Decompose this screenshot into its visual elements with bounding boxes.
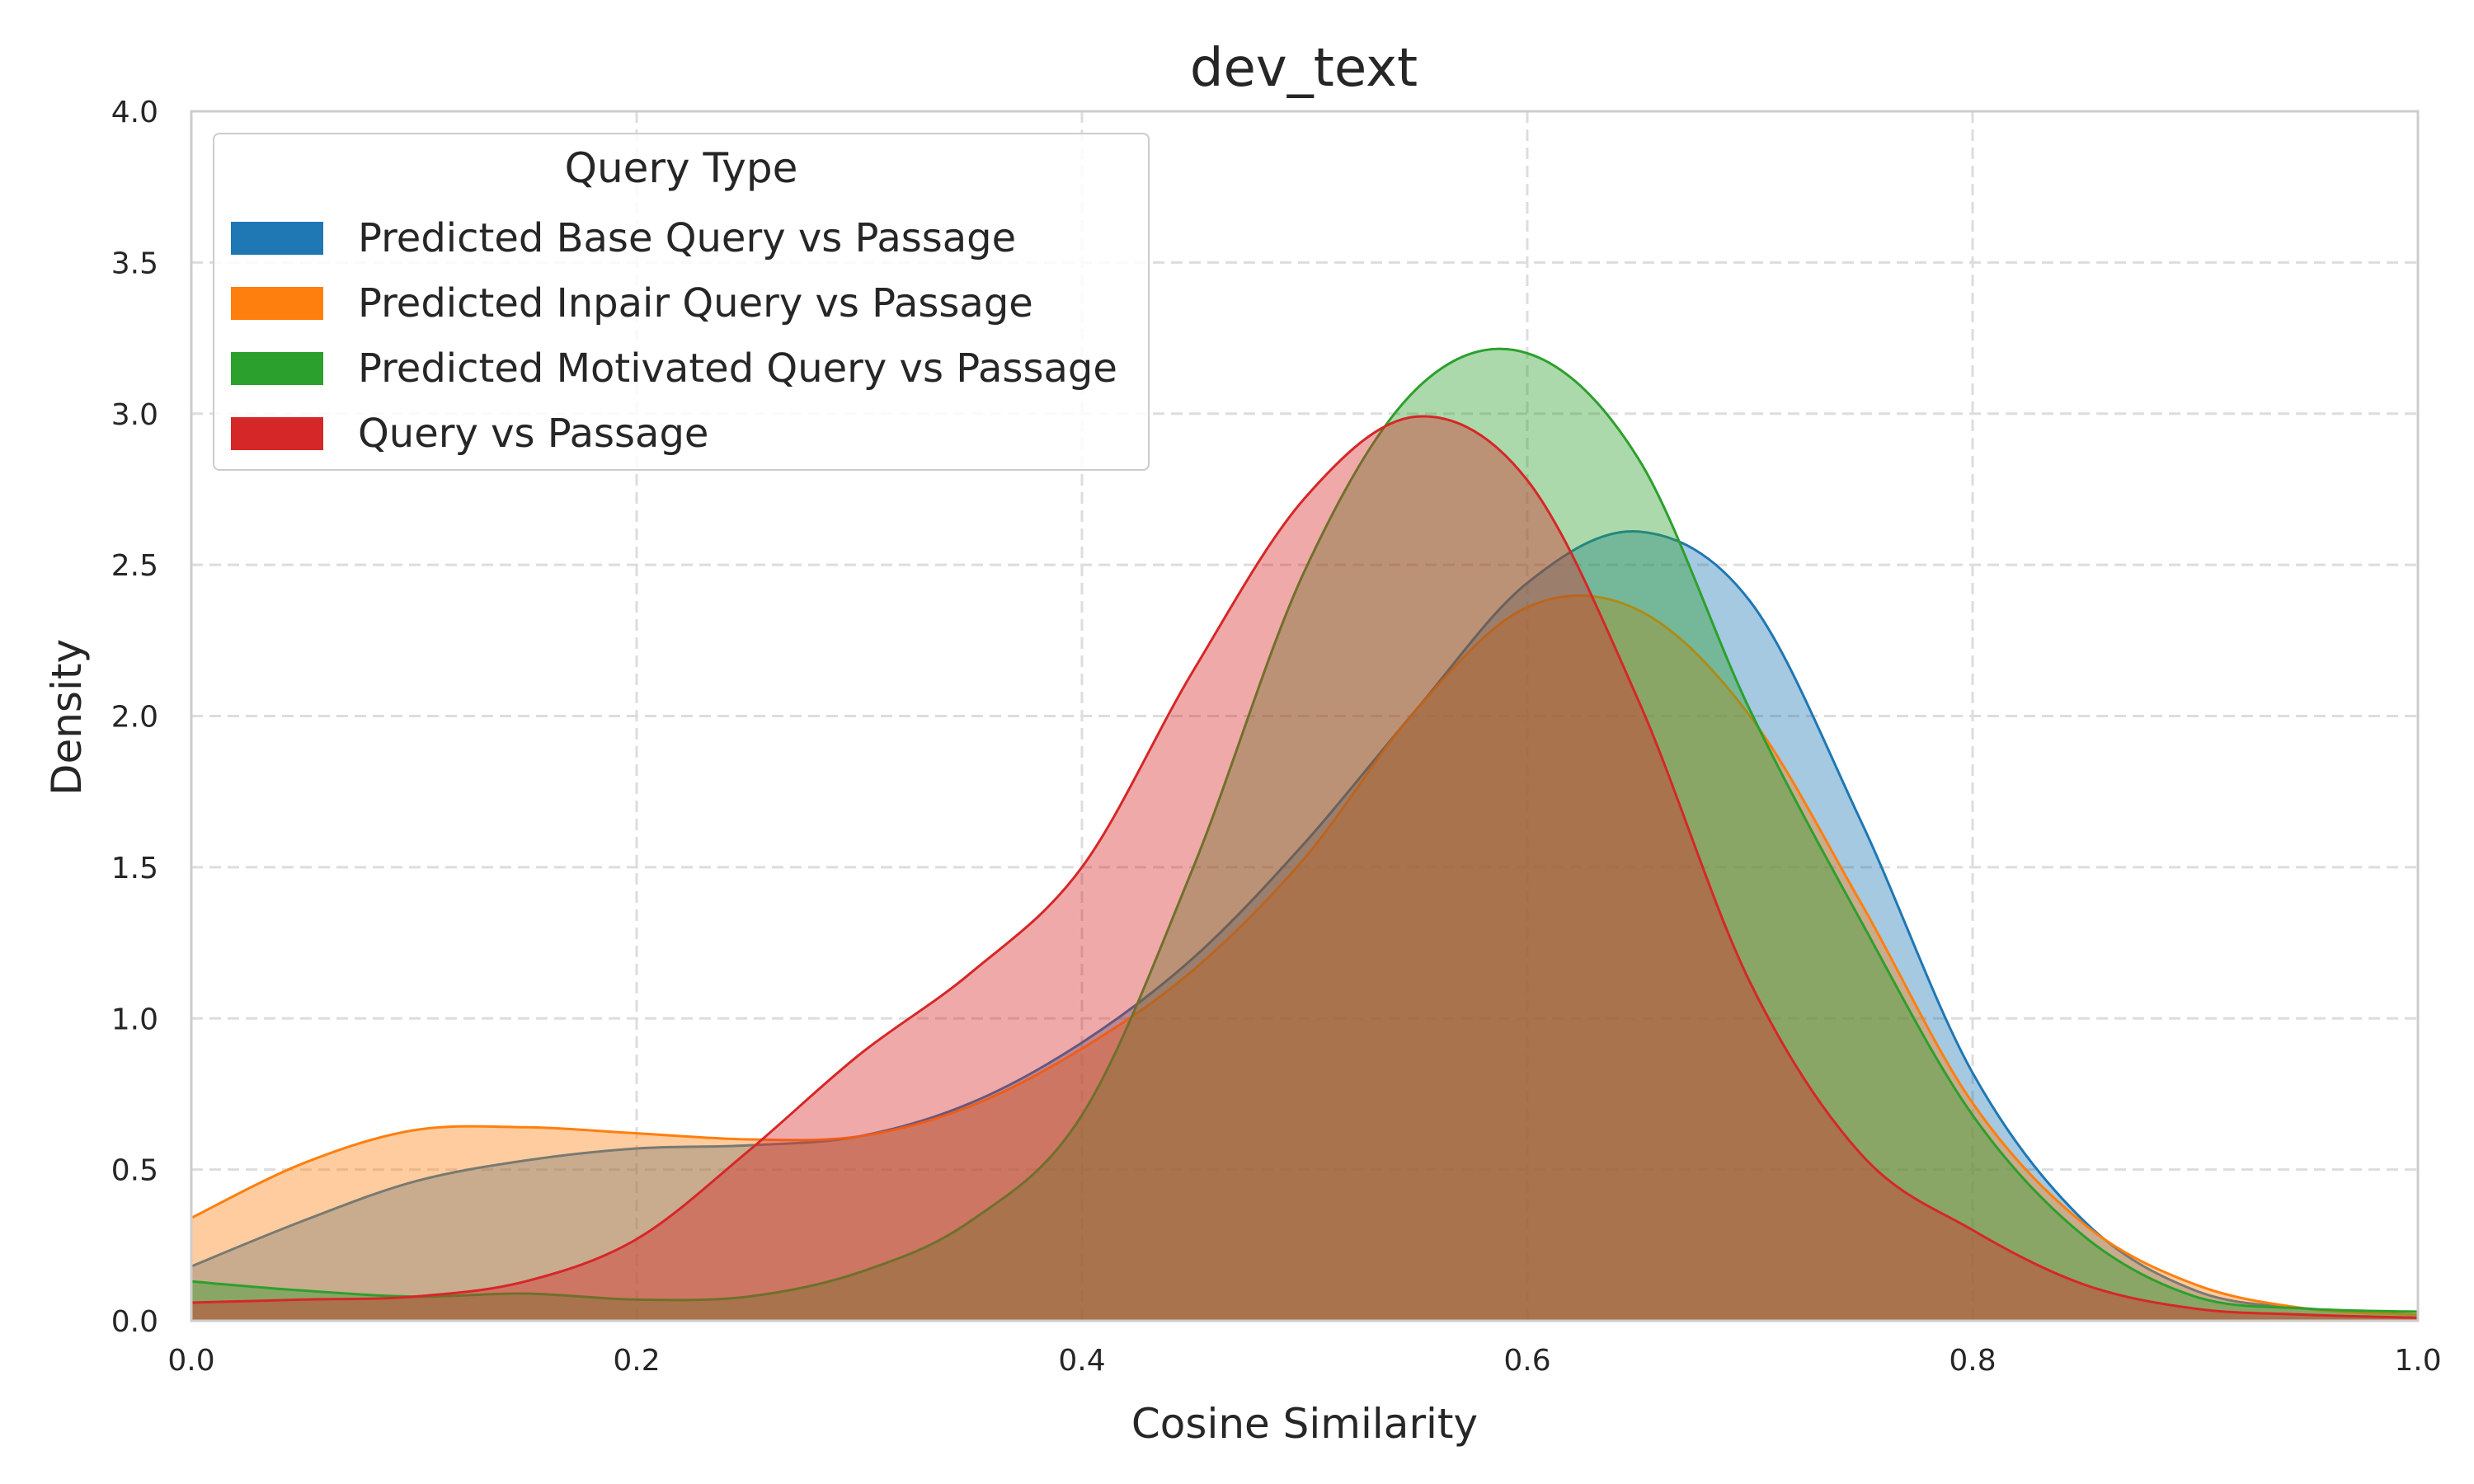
y-tick-label: 0.0 xyxy=(111,1305,158,1339)
legend-label: Predicted Inpair Query vs Passage xyxy=(358,280,1033,326)
line-query-vs-passage xyxy=(190,415,2419,1319)
density-areas xyxy=(190,347,2419,1321)
x-tick-label: 1.0 xyxy=(2394,1344,2441,1378)
y-axis-label: Density xyxy=(43,639,91,796)
y-axis-ticks: 0.0 0.5 1.0 1.5 2.0 2.5 3.0 3.5 4.0 xyxy=(111,96,158,1339)
x-tick-label: 0.2 xyxy=(613,1344,660,1378)
line-predicted-motivated-query-vs-passage xyxy=(190,347,2419,1313)
y-tick-label: 2.5 xyxy=(111,549,158,583)
y-tick-label: 1.5 xyxy=(111,852,158,885)
y-tick-label: 4.0 xyxy=(111,96,158,129)
grid-lines xyxy=(191,111,2418,1321)
x-tick-label: 0.8 xyxy=(1949,1344,1996,1378)
legend-item: Predicted Inpair Query vs Passage xyxy=(231,279,1033,328)
legend-item: Predicted Motivated Query vs Passage xyxy=(231,344,1117,393)
legend-item: Predicted Base Query vs Passage xyxy=(231,214,1016,263)
y-tick-label: 0.5 xyxy=(111,1154,158,1188)
legend-swatch xyxy=(231,287,323,320)
x-axis-label: Cosine Similarity xyxy=(1131,1400,1478,1448)
legend-swatch xyxy=(231,352,323,385)
x-tick-label: 0.0 xyxy=(167,1344,214,1378)
x-axis-ticks: 0.0 0.2 0.4 0.6 0.8 1.0 xyxy=(167,1344,2441,1378)
chart-title: dev_text xyxy=(1190,38,1418,99)
line-predicted-base-query-vs-passage xyxy=(190,530,2419,1317)
x-tick-label: 0.6 xyxy=(1503,1344,1550,1378)
y-tick-label: 2.0 xyxy=(111,701,158,735)
legend: Query Type Predicted Base Query vs Passa… xyxy=(213,133,1150,471)
area-predicted-base-query-vs-passage xyxy=(191,531,2418,1321)
plot-frame xyxy=(190,110,2420,1322)
area-query-vs-passage xyxy=(191,416,2418,1321)
x-tick-label: 0.4 xyxy=(1058,1344,1105,1378)
legend-title: Query Type xyxy=(564,144,798,192)
legend-item: Query vs Passage xyxy=(231,409,708,458)
legend-label: Query vs Passage xyxy=(358,411,709,457)
line-predicted-inpair-query-vs-passage xyxy=(190,594,2419,1317)
legend-swatch xyxy=(231,417,323,450)
y-tick-label: 1.0 xyxy=(111,1003,158,1036)
y-tick-label: 3.5 xyxy=(111,247,158,280)
area-predicted-motivated-query-vs-passage xyxy=(191,349,2418,1321)
legend-label: Predicted Base Query vs Passage xyxy=(358,215,1017,261)
legend-label: Predicted Motivated Query vs Passage xyxy=(358,345,1117,392)
legend-swatch xyxy=(231,222,323,255)
y-tick-label: 3.0 xyxy=(111,398,158,432)
